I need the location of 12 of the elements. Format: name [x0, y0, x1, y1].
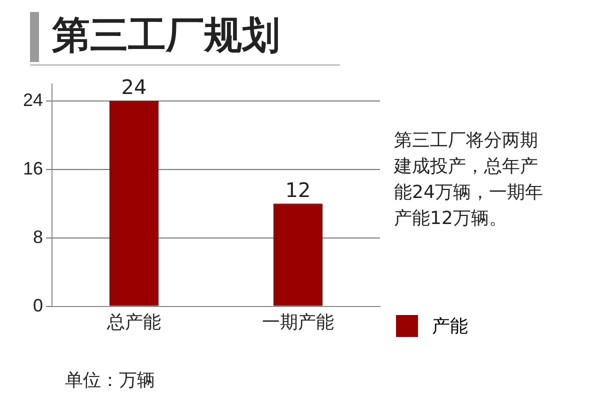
chart-title: 第三工厂规划: [52, 12, 280, 59]
x-tick-label: 一期产能: [262, 312, 334, 332]
y-tick-label: 8: [33, 226, 44, 247]
y-tick-label: 24: [22, 90, 44, 110]
text: 第三工厂将分两期建成投产，总年产能24万辆，一期年产能12万辆。: [394, 129, 544, 231]
y-tick-label: 0: [33, 295, 44, 316]
data-label: 24: [121, 75, 147, 100]
data-label: 12: [285, 178, 311, 202]
y-tick-label: 16: [22, 158, 44, 178]
x-tick-label: 总产能: [106, 312, 162, 332]
legend-label: 产能: [432, 315, 468, 338]
text: 单位：万辆: [65, 369, 155, 392]
